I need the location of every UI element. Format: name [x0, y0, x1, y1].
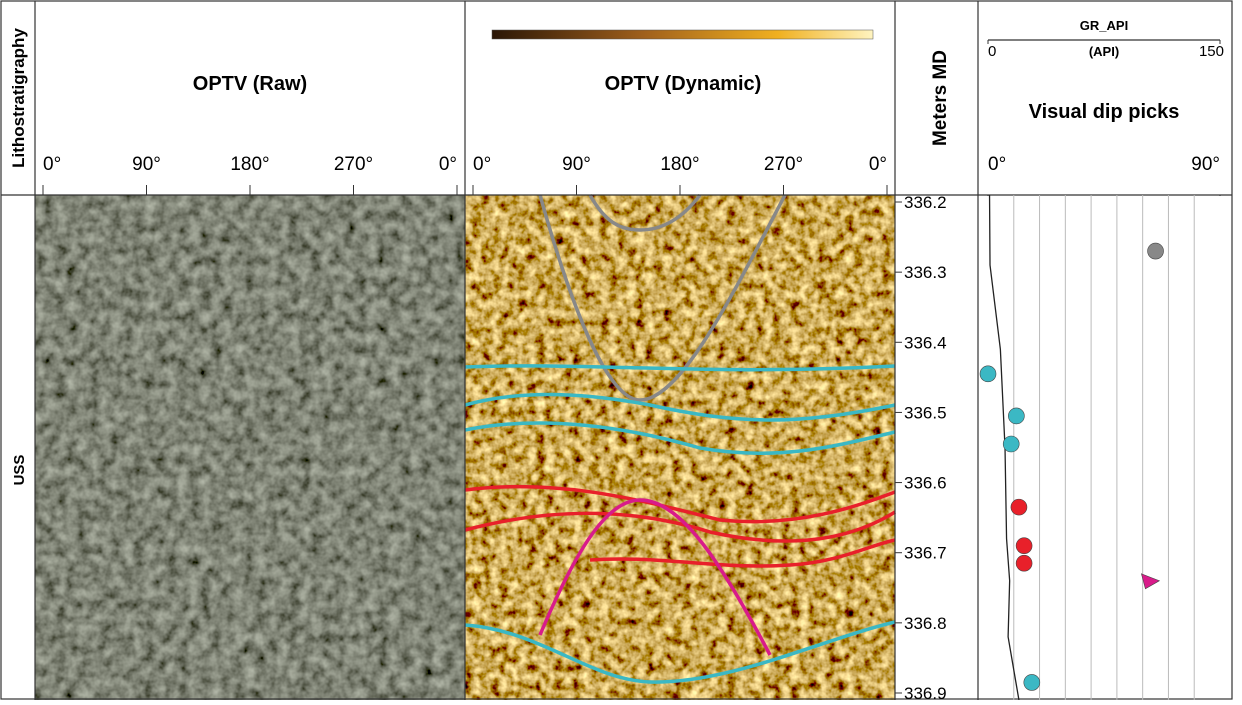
color-bar — [491, 29, 874, 40]
dip-pick — [1008, 407, 1025, 425]
depth-tick-label: 336.5 — [904, 403, 947, 422]
sinusoids — [464, 193, 896, 684]
azimuth-tick-label: 90° — [562, 154, 591, 175]
dip-pick — [1147, 242, 1164, 260]
raw-title: OPTV (Raw) — [193, 73, 307, 95]
dip-pick — [1015, 554, 1033, 572]
dip-pick — [1015, 537, 1033, 554]
depth-tick-label: 336.4 — [904, 333, 947, 352]
optv-raw-image — [35, 195, 465, 700]
depth-tick-label: 336.6 — [904, 474, 947, 493]
gr-name: GR_API — [1080, 18, 1128, 33]
azimuth-tick-label: 0° — [43, 154, 61, 175]
depth-tick-label: 336.8 — [904, 614, 947, 633]
dip-pick — [1140, 573, 1161, 590]
azimuth-tick-label: 0° — [439, 154, 457, 175]
dip-pick — [979, 365, 997, 383]
litho-unit: USS — [11, 455, 28, 486]
azimuth-tick-label: 180° — [230, 154, 269, 175]
depth-title: Meters MD — [930, 50, 951, 146]
gr-curve — [988, 194, 1020, 701]
x-tick-label: 90° — [1191, 154, 1220, 175]
depth-tick-label: 336.3 — [904, 263, 947, 282]
azimuth-tick-label: 0° — [473, 154, 491, 175]
gr-tick-label: 0 — [988, 43, 996, 60]
dip-pick — [1002, 435, 1020, 453]
dyn-title: OPTV (Dynamic) — [605, 73, 762, 95]
gr-unit: (API) — [1089, 44, 1119, 59]
azimuth-tick-label: 180° — [660, 154, 699, 175]
litho-title: Lithostratigraphy — [9, 28, 28, 168]
dip-title: Visual dip picks — [1029, 101, 1180, 123]
azimuth-tick-label: 90° — [132, 154, 161, 175]
dip-pick — [1023, 674, 1041, 691]
azimuth-tick-label: 270° — [334, 154, 373, 175]
depth-tick-label: 336.9 — [904, 684, 947, 700]
depth-tick-label: 336.2 — [904, 193, 947, 212]
azimuth-tick-label: 0° — [869, 154, 887, 175]
depth-tick-label: 336.7 — [904, 544, 947, 563]
gr-tick-label: 150 — [1199, 43, 1224, 60]
dip-pick — [1010, 498, 1028, 516]
x-tick-label: 0° — [988, 154, 1006, 175]
azimuth-tick-label: 270° — [764, 154, 803, 175]
